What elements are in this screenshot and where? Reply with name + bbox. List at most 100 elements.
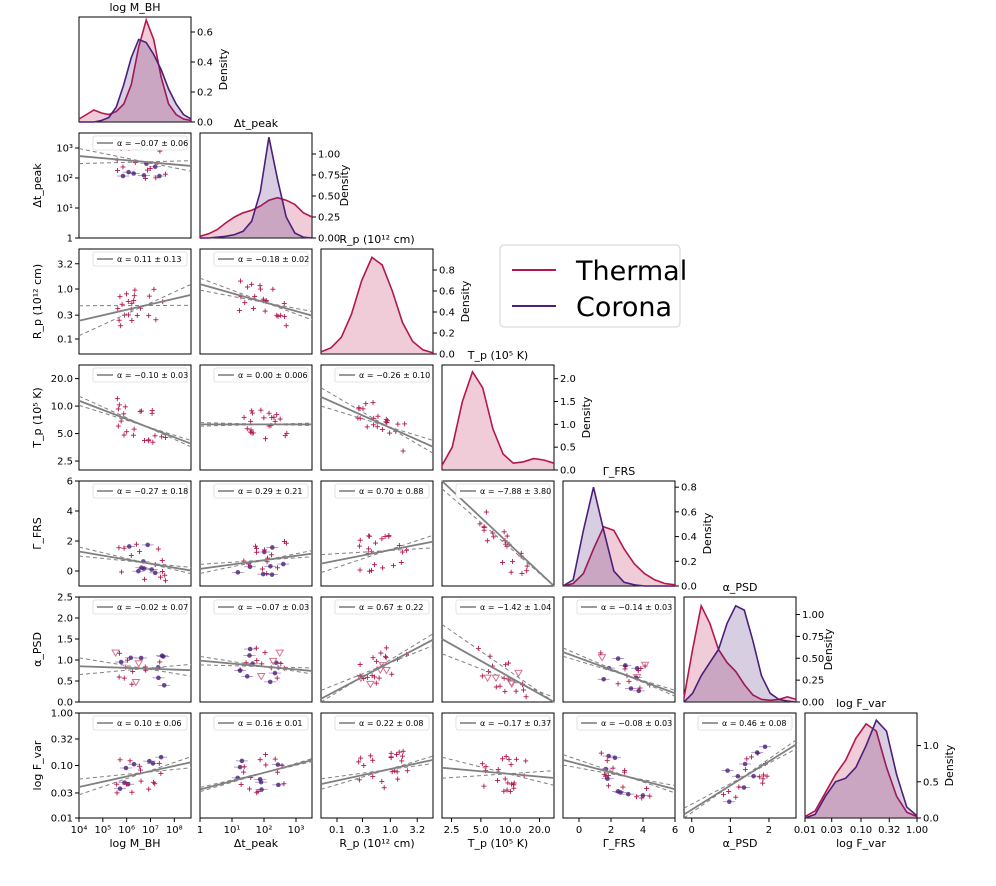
x-tick-label: 5.0 (473, 825, 489, 836)
x-tick-label: 0 (689, 825, 695, 836)
fit-confidence-band (320, 645, 434, 691)
fit-label-text: α = −0.17 ± 0.37 (480, 719, 551, 728)
fit-label-box (455, 715, 551, 731)
fit-line (78, 155, 192, 167)
scatter-panel-tp-vs-mbh: α = −0.10 ± 0.03 2.5 5.0 10.0 20.0 T_p (10⁵ K… (31, 364, 192, 471)
density-tick-label: 0.75 (318, 171, 340, 182)
density-line-thermal (441, 369, 555, 466)
fit-line (441, 638, 555, 703)
panel-frame (78, 480, 192, 587)
y-axis-label: Δt_peak (31, 163, 44, 208)
x-axis-label: log M_BH (109, 837, 160, 850)
scatter-panel-gfrs-vs-rp: α = 0.70 ± 0.88 (320, 480, 434, 587)
fit-confidence-band (441, 756, 555, 786)
x-tick-label: 20.0 (528, 825, 550, 836)
density-tick-label: 0.5 (923, 777, 939, 788)
fit-label-box (213, 483, 309, 499)
fit-confidence-band (78, 546, 192, 575)
density-tick-label: 0.2 (681, 557, 697, 568)
scatter-panel-apsd-vs-rp: α = 0.67 ± 0.22 (320, 596, 434, 703)
density-tick-label: 0.6 (439, 287, 455, 298)
density-tick-label: 1.00 (802, 610, 824, 621)
fit-label-box (334, 367, 430, 383)
panel-frame (199, 132, 313, 239)
scatter-panel-gfrs-vs-mbh: α = −0.27 ± 0.18 0 2 4 6 Γ_FRS (31, 477, 192, 587)
fit-confidence-band (78, 663, 192, 676)
fit-confidence-band (199, 664, 313, 669)
fit-label-text: α = −1.42 ± 1.04 (480, 603, 551, 612)
x-tick-label: 0.03 (821, 825, 843, 836)
density-tick-label: 2.0 (560, 374, 576, 385)
fit-confidence-band (199, 655, 313, 675)
density-fill-thermal (684, 605, 796, 702)
y-tick-label: 10³ (56, 144, 73, 155)
upper-limit-marker (483, 674, 492, 683)
upper-limit-marker (111, 649, 120, 657)
y-tick-label: 2.0 (57, 614, 73, 625)
density-panel-mbh: log M_BH 0.0 0.2 0.4 0.6 Density (78, 1, 230, 129)
y-axis-label: α_PSD (31, 632, 44, 667)
fit-line (199, 283, 313, 317)
fit-confidence-band (562, 754, 676, 794)
x-tick-label: 0.3 (354, 825, 370, 836)
x-tick-label: 0.1 (329, 825, 345, 836)
density-tick-label: 0.4 (439, 308, 455, 319)
density-tick-label: 1.0 (560, 420, 576, 431)
upper-limit-marker (366, 680, 375, 689)
density-panel-dtpeak: Δt_peak 0.00 0.25 0.50 0.75 1.00 Density (199, 117, 351, 245)
x-tick-label: 10¹ (224, 825, 241, 836)
x-tick-label: 10³ (288, 825, 305, 836)
x-tick-label: 10⁶ (118, 825, 135, 836)
scatter-panel-fvar-vs-rp: α = 0.22 ± 0.08 0.1 0.3 1.0 3.2R_p (10¹² cm) (320, 712, 434, 850)
panel-frame (199, 248, 313, 355)
upper-limit-marker (514, 669, 523, 678)
fit-confidence-band (441, 653, 555, 698)
fit-label-box (92, 251, 188, 267)
fit-label-text: α = −0.07 ± 0.03 (238, 603, 309, 612)
y-tick-label: 1.0 (57, 656, 73, 667)
density-fill-thermal (79, 20, 191, 122)
fit-line (683, 743, 797, 816)
panel-frame (320, 712, 434, 819)
y-tick-label: 1.00 (51, 709, 73, 720)
x-tick-label: 4 (640, 825, 646, 836)
y-axis-label: log F_var (31, 740, 44, 790)
fit-label-text: α = 0.00 ± 0.006 (238, 371, 308, 380)
y-tick-label: 10² (56, 174, 73, 185)
upper-limit-marker (640, 661, 650, 670)
x-tick-label: 3.2 (409, 825, 425, 836)
y-tick-label: 0.32 (51, 734, 73, 745)
fit-label-box (455, 483, 551, 499)
fit-label-box (92, 483, 188, 499)
x-tick-label: 1.00 (906, 825, 928, 836)
scatter-panel-fvar-vs-mbh: α = 0.10 ± 0.06 0.01 0.03 0.10 0.32 1.00 log F… (31, 709, 192, 850)
legend-label-thermal: Thermal (575, 256, 687, 287)
fit-label-box (213, 367, 309, 383)
density-tick-label: 0.2 (439, 329, 455, 340)
scatter-panel-tp-vs-rp: α = −0.26 ± 0.10 (320, 364, 434, 471)
fit-label-text: α = 0.10 ± 0.06 (117, 719, 181, 728)
density-axis-label: Density (459, 280, 472, 322)
fit-confidence-band (441, 770, 555, 779)
density-fill-thermal (563, 526, 675, 586)
density-tick-label: 0.6 (681, 507, 697, 518)
fit-label-box (92, 367, 188, 383)
scatter-panel-rp-vs-mbh: α = 0.11 ± 0.13 0.1 0.3 1.0 3.2 R_p (10¹² cm) (31, 248, 192, 355)
fit-line (441, 766, 555, 779)
density-axis-label: Density (943, 744, 956, 786)
y-tick-label: 0.10 (51, 761, 73, 772)
fit-line (78, 399, 192, 445)
x-tick-label: 6 (672, 825, 678, 836)
fit-line (199, 659, 313, 672)
x-tick-label: 2.5 (444, 825, 460, 836)
x-tick-label: 10² (256, 825, 273, 836)
panel-frame (320, 248, 434, 355)
legend: Thermal Corona (499, 244, 687, 328)
fit-line (320, 396, 434, 448)
density-tick-label: 0.2 (197, 88, 213, 99)
density-tick-label: 0.5 (560, 443, 576, 454)
density-tick-label: 0.75 (802, 632, 824, 643)
fit-label-box (92, 599, 188, 615)
x-tick-label: 1 (727, 825, 733, 836)
y-tick-label: 10¹ (56, 204, 73, 215)
